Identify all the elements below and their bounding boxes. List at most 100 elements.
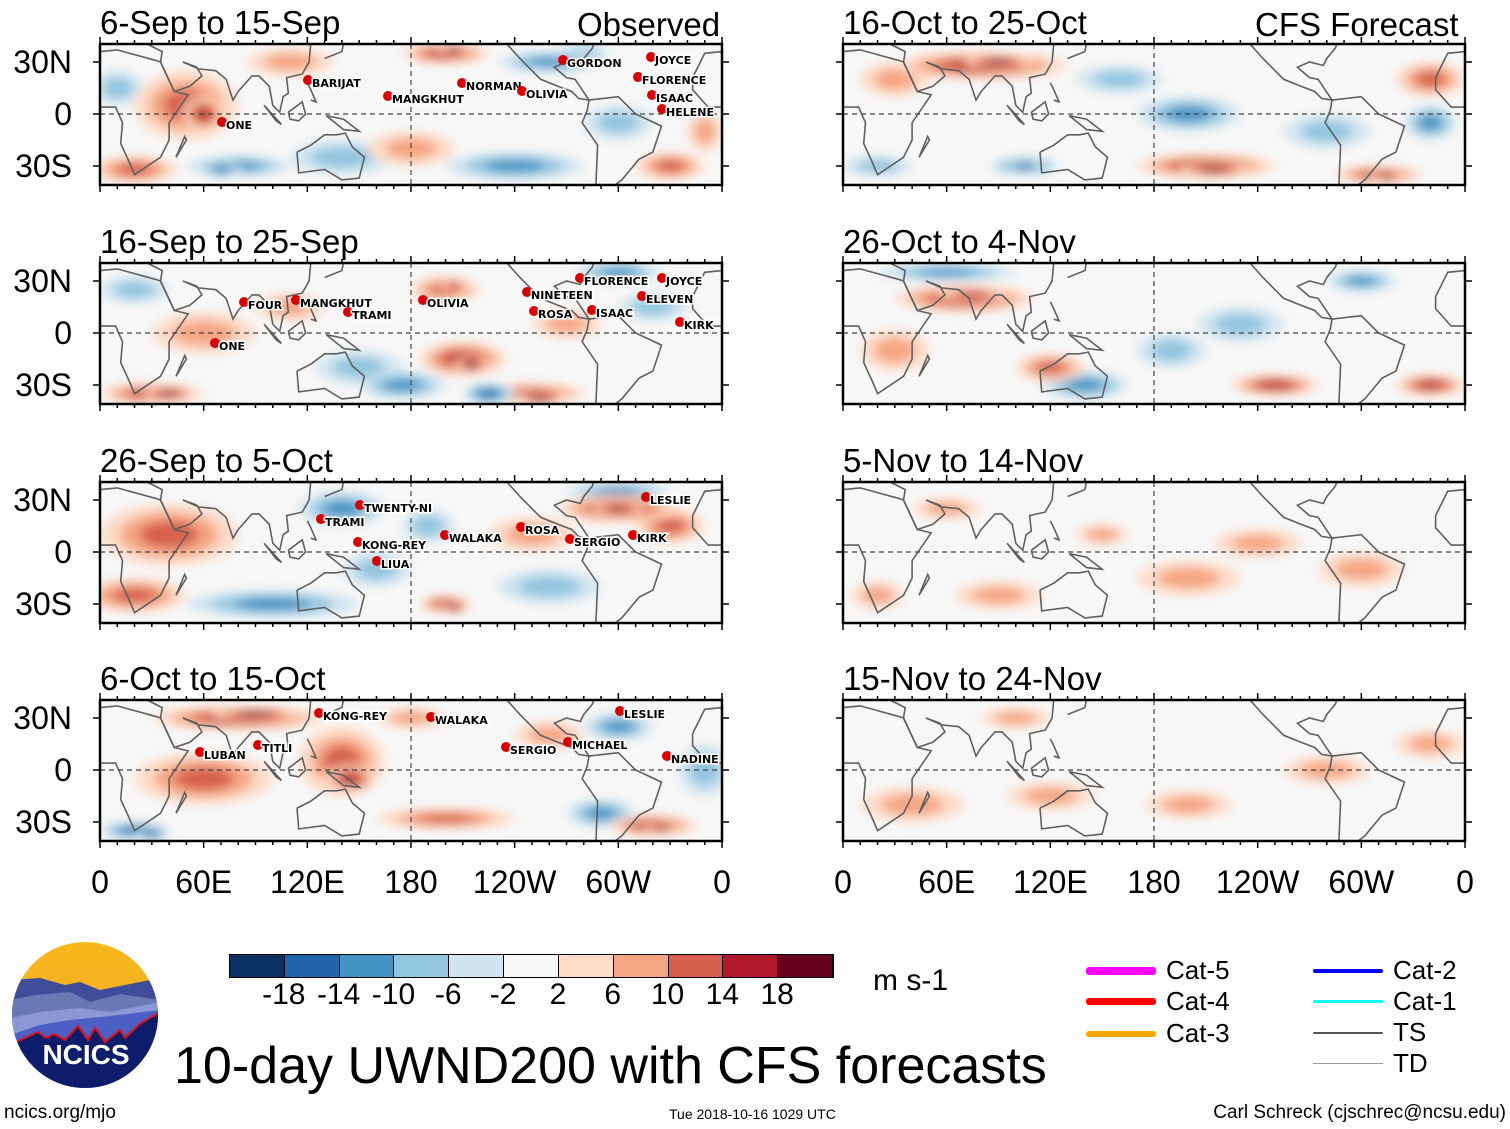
storm-marker: ISAAC: [647, 90, 695, 107]
x-tick-label: 0: [713, 864, 731, 900]
anomaly-contour: [632, 298, 674, 316]
storm-marker: SERGIO: [501, 742, 558, 759]
anomaly-contour: [385, 138, 437, 160]
hurricane-icon: [314, 708, 324, 718]
anomaly-contour: [586, 807, 616, 820]
storm-label: LUBAN: [204, 749, 246, 762]
legend-label: Cat-4: [1166, 986, 1230, 1016]
coastline: [888, 263, 907, 282]
storm-marker: HELENE: [657, 104, 715, 121]
anomaly-contour: [1300, 120, 1353, 142]
hurricane-icon: [529, 306, 539, 316]
anomaly-contour: [415, 814, 476, 823]
storm-marker: ONE: [217, 117, 254, 134]
coastline: [1030, 756, 1050, 778]
anomaly-field: [860, 263, 1465, 399]
ncics-logo: NCICS: [10, 940, 160, 1090]
storm-label: FLORENCE: [584, 275, 648, 288]
panel-title: 26-Sep to 5-Oct: [100, 442, 333, 479]
coastline: [1248, 482, 1338, 540]
storm-marker: FLORENCE: [575, 273, 650, 290]
anomaly-field: [860, 707, 1465, 822]
map-panel: [836, 37, 1472, 192]
storm-label: TWENTY-NI: [364, 502, 432, 515]
legend-item: Cat-1: [1313, 986, 1457, 1017]
coastline: [843, 487, 933, 614]
hurricane-icon: [633, 72, 643, 82]
anomaly-contour: [147, 832, 157, 836]
panel-title: 6-Oct to 15-Oct: [100, 660, 326, 697]
coastline: [175, 790, 188, 814]
hurricane-icon: [516, 522, 526, 532]
coastline: [296, 132, 366, 181]
hurricane-icon: [675, 317, 685, 327]
storm-label: SERGIO: [574, 536, 620, 549]
coastline: [1068, 114, 1105, 133]
storm-marker: FOUR: [239, 297, 284, 314]
anomaly-field: [100, 44, 722, 184]
legend-swatch: [1086, 966, 1156, 975]
hurricane-icon: [239, 297, 249, 307]
anomaly-field: [100, 263, 688, 404]
anomaly-contour: [1382, 174, 1392, 178]
storm-label: HELENE: [666, 106, 714, 119]
storm-marker: MICHAEL: [563, 737, 629, 754]
coastline: [843, 49, 933, 176]
legend-item: Cat-4: [1086, 986, 1230, 1017]
anomaly-contour: [874, 68, 916, 90]
anomaly-contour: [1019, 164, 1030, 168]
colorbar-tick-label: 14: [705, 978, 740, 1011]
legend-label: Cat-5: [1166, 955, 1230, 985]
storm-label: FOUR: [248, 299, 283, 312]
coastline: [159, 44, 312, 114]
storm-label: LESLIE: [624, 708, 665, 721]
anomaly-contour: [449, 48, 459, 52]
colorbar: [229, 954, 834, 978]
storm-label: ROSA: [525, 524, 560, 537]
colorbar-swatch: [394, 955, 450, 977]
anomaly-contour: [480, 390, 498, 398]
storm-label: KIRK: [637, 532, 667, 545]
anomaly-field: [100, 705, 722, 840]
colorbar-swatch: [613, 955, 669, 977]
hurricane-icon: [563, 737, 573, 747]
storm-marker: LUBAN: [195, 747, 247, 764]
colorbar-swatch: [723, 955, 779, 977]
colorbar-swatch: [504, 955, 559, 977]
storm-label: NADINE: [671, 753, 719, 766]
storm-label: KONG-REY: [362, 539, 427, 552]
x-tick-label: 120W: [1215, 864, 1300, 900]
legend-label: Cat-1: [1393, 986, 1457, 1016]
coastline: [287, 319, 307, 341]
y-tick-label: 30S: [15, 586, 72, 622]
storm-label: TRAMI: [352, 309, 392, 322]
anomaly-contour: [1086, 528, 1118, 541]
coastline: [1039, 570, 1109, 619]
hurricane-icon: [517, 86, 527, 96]
anomaly-contour: [116, 163, 154, 176]
coastline: [159, 700, 312, 770]
coastline: [918, 134, 931, 158]
coastline: [505, 44, 595, 102]
storm-marker: JOYCE: [646, 52, 693, 69]
anomaly-contour: [412, 515, 444, 537]
hurricane-icon: [615, 706, 625, 716]
x-tick-label: 0: [1456, 864, 1474, 900]
storm-marker: ONE: [210, 338, 247, 355]
colorbar-tick-label: 6: [604, 978, 622, 1011]
coastline: [306, 82, 318, 104]
coastline: [1049, 738, 1061, 760]
anomaly-contour: [355, 558, 398, 580]
storm-label: ELEVEN: [646, 293, 693, 306]
coastline: [1049, 301, 1061, 323]
y-tick-label: 0: [54, 315, 72, 351]
website-link[interactable]: ncics.org/mjo: [4, 1102, 116, 1123]
coastline: [888, 482, 907, 501]
panel-title: 16-Sep to 25-Sep: [100, 223, 359, 260]
colorbar-tick-label: 10: [650, 978, 685, 1011]
figure-title: 10-day UWND200 with CFS forecasts: [174, 1037, 1047, 1095]
coastline: [1248, 263, 1338, 321]
coastline: [263, 542, 282, 564]
coastline: [100, 268, 190, 395]
